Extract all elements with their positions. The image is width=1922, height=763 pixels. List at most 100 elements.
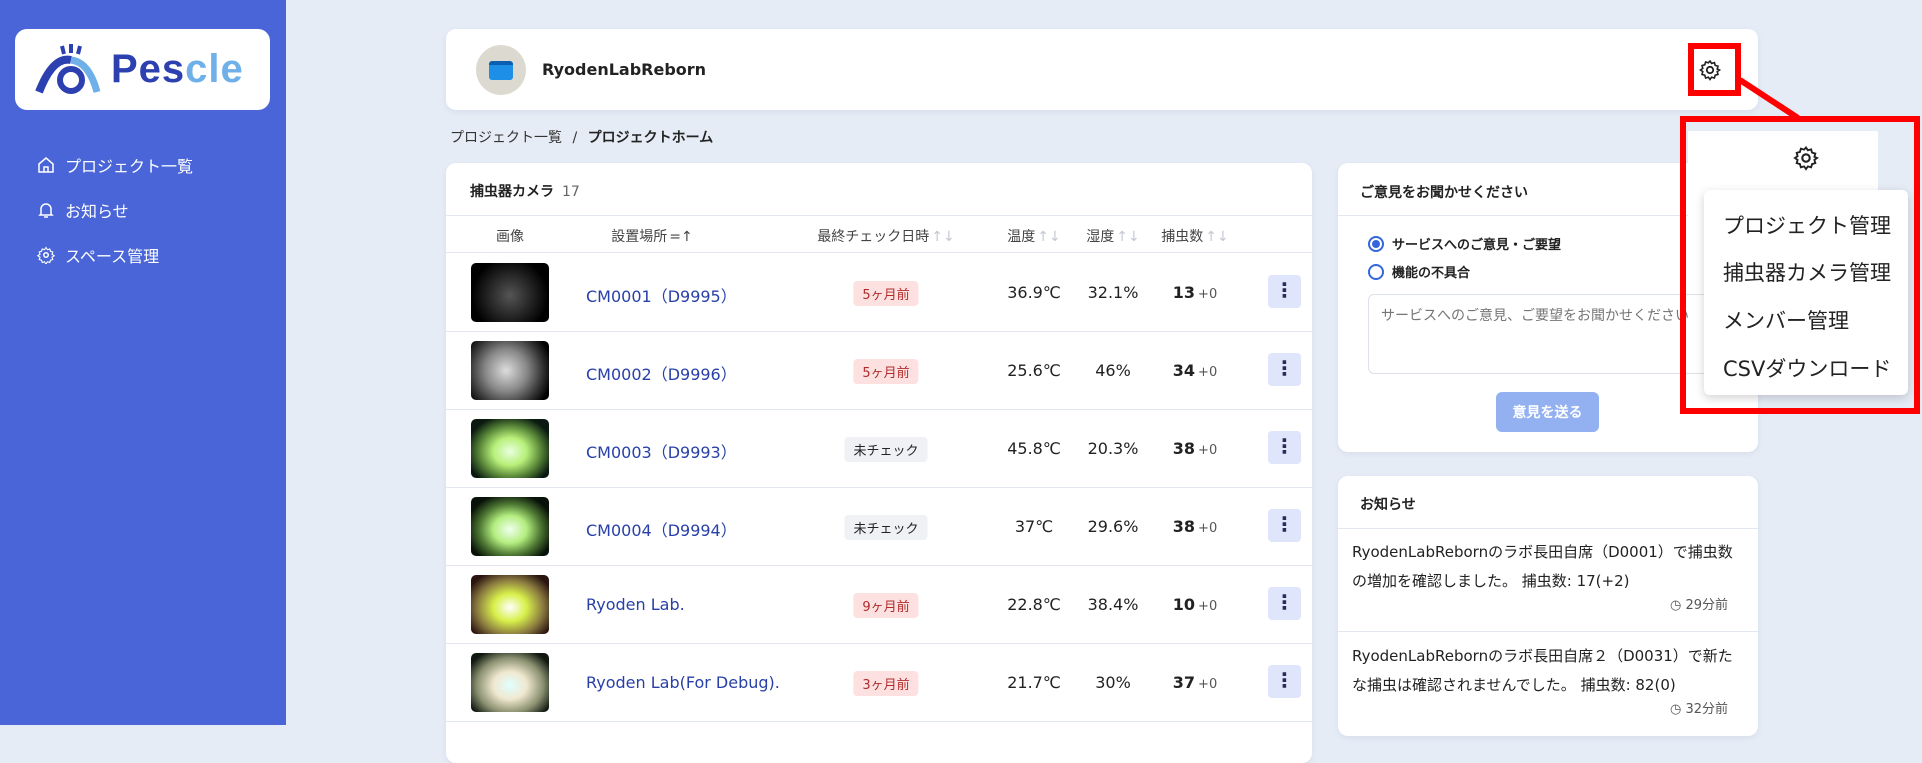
catch-count: 38 +0 bbox=[1172, 517, 1218, 536]
col-location[interactable]: 設置場所 =↑ bbox=[611, 229, 693, 245]
sidebar-item-notifications[interactable]: お知らせ bbox=[37, 198, 129, 222]
table-row[interactable]: CM0004（D9994） 未チェック 37℃ 29.6% 38 +0 ⋮ bbox=[446, 488, 1312, 566]
col-temperature[interactable]: 温度 ↑↓ bbox=[1007, 229, 1061, 245]
camera-thumbnail[interactable] bbox=[471, 263, 549, 322]
camera-table-card: 捕虫器カメラ 17 画像 設置場所 =↑ 最終チェック日時 ↑↓ 温度 ↑↓ 湿度 ↑↓ … bbox=[446, 163, 1312, 763]
humidity: 32.1% bbox=[1087, 283, 1139, 302]
row-menu-button[interactable]: ⋮ bbox=[1268, 431, 1301, 464]
highlight-box bbox=[1688, 43, 1741, 96]
temperature: 36.9℃ bbox=[1007, 283, 1061, 302]
last-check-badge: 5ヶ月前 bbox=[853, 281, 919, 306]
camera-thumbnail[interactable] bbox=[471, 341, 549, 400]
last-check-badge: 未チェック bbox=[844, 437, 928, 462]
sidebar-item-label: スペース管理 bbox=[65, 247, 160, 266]
catch-count: 10 +0 bbox=[1172, 595, 1218, 614]
sidebar-item-projects[interactable]: プロジェクト一覧 bbox=[37, 153, 193, 177]
news-time: ◷ 32分前 bbox=[1669, 702, 1728, 717]
project-title: RyodenLabReborn bbox=[542, 60, 707, 79]
camera-thumbnail[interactable] bbox=[471, 575, 549, 634]
menu-item-camera-settings[interactable]: 捕虫器カメラ管理 bbox=[1723, 261, 1891, 285]
col-count[interactable]: 捕虫数 ↑↓ bbox=[1161, 229, 1229, 245]
menu-item-member-settings[interactable]: メンバー管理 bbox=[1723, 309, 1849, 333]
sidebar-item-label: お知らせ bbox=[65, 202, 129, 221]
news-text: RyodenLabRebornのラボ長田自席２（D0031）で新たな捕虫は確認さ… bbox=[1352, 647, 1733, 694]
feedback-textarea[interactable] bbox=[1368, 294, 1740, 374]
catch-count: 37 +0 bbox=[1172, 673, 1218, 692]
divider bbox=[1338, 631, 1758, 632]
camera-thumbnail[interactable] bbox=[471, 653, 549, 712]
camera-location-link[interactable]: CM0002（D9996） bbox=[586, 365, 737, 384]
last-check-badge: 3ヶ月前 bbox=[853, 671, 919, 696]
temperature: 22.8℃ bbox=[1007, 595, 1061, 614]
humidity: 38.4% bbox=[1087, 595, 1139, 614]
table-row[interactable]: CM0002（D9996） 5ヶ月前 25.6℃ 46% 34 +0 ⋮ bbox=[446, 332, 1312, 410]
last-check-badge: 9ヶ月前 bbox=[853, 593, 919, 618]
humidity: 29.6% bbox=[1087, 517, 1139, 536]
gear-icon bbox=[37, 246, 55, 264]
last-check-badge: 未チェック bbox=[844, 515, 928, 540]
camera-location-link[interactable]: Ryoden Lab(For Debug). bbox=[586, 673, 780, 692]
col-image: 画像 bbox=[496, 229, 524, 245]
temperature: 25.6℃ bbox=[1007, 361, 1061, 380]
divider bbox=[1338, 215, 1758, 216]
highlight-box bbox=[1680, 116, 1920, 414]
project-header bbox=[446, 29, 1758, 110]
news-title: お知らせ bbox=[1360, 497, 1416, 513]
breadcrumb-separator: / bbox=[572, 130, 578, 146]
camera-location-link[interactable]: CM0001（D9995） bbox=[586, 287, 737, 306]
temperature: 37℃ bbox=[1014, 517, 1054, 536]
humidity: 46% bbox=[1095, 361, 1131, 380]
row-menu-button[interactable]: ⋮ bbox=[1268, 587, 1301, 620]
humidity: 20.3% bbox=[1087, 439, 1139, 458]
bell-icon bbox=[38, 203, 54, 218]
catch-count: 13 +0 bbox=[1172, 283, 1218, 302]
catch-count: 38 +0 bbox=[1172, 439, 1218, 458]
sort-asc-icon: =↑ bbox=[669, 229, 693, 245]
row-menu-button[interactable]: ⋮ bbox=[1268, 275, 1301, 308]
table-row[interactable]: CM0003（D9993） 未チェック 45.8℃ 20.3% 38 +0 ⋮ bbox=[446, 410, 1312, 488]
project-avatar bbox=[476, 45, 526, 95]
feedback-title: ご意見をお聞かせください bbox=[1360, 185, 1528, 201]
news-time: ◷ 29分前 bbox=[1669, 598, 1728, 613]
radio-bug-report[interactable]: 機能の不具合 bbox=[1368, 262, 1470, 281]
breadcrumb: プロジェクト一覧 / プロジェクトホーム bbox=[450, 127, 713, 147]
camera-location-link[interactable]: CM0003（D9993） bbox=[586, 443, 737, 462]
settings-dropdown-menu: プロジェクト管理 捕虫器カメラ管理 メンバー管理 CSVダウンロード bbox=[1704, 190, 1908, 395]
sidebar-item-space-settings[interactable]: スペース管理 bbox=[37, 243, 159, 267]
table-row[interactable]: Ryoden Lab(For Debug). 3ヶ月前 21.7℃ 30% 37… bbox=[446, 644, 1312, 722]
col-last-check[interactable]: 最終チェック日時 ↑↓ bbox=[817, 229, 955, 245]
camera-thumbnail[interactable] bbox=[471, 419, 549, 478]
table-row[interactable]: Ryoden Lab. 9ヶ月前 22.8℃ 38.4% 10 +0 ⋮ bbox=[446, 566, 1312, 644]
row-menu-button[interactable]: ⋮ bbox=[1268, 665, 1301, 698]
camera-table-title: 捕虫器カメラ 17 bbox=[470, 184, 580, 200]
temperature: 45.8℃ bbox=[1007, 439, 1061, 458]
camera-location-link[interactable]: Ryoden Lab. bbox=[586, 595, 685, 614]
sort-icon: ↑↓ bbox=[1037, 229, 1061, 245]
settings-gear-button[interactable] bbox=[1698, 58, 1722, 82]
menu-item-csv-download[interactable]: CSVダウンロード bbox=[1723, 357, 1892, 381]
camera-count: 17 bbox=[562, 184, 580, 200]
submit-feedback-button[interactable]: 意見を送る bbox=[1496, 392, 1599, 432]
radio-unchecked-icon bbox=[1368, 263, 1384, 280]
row-menu-button[interactable]: ⋮ bbox=[1268, 353, 1301, 386]
sidebar-item-label: プロジェクト一覧 bbox=[65, 157, 194, 176]
camera-thumbnail[interactable] bbox=[471, 497, 549, 556]
col-humidity[interactable]: 湿度 ↑↓ bbox=[1086, 229, 1140, 245]
sort-icon: ↑↓ bbox=[1116, 229, 1140, 245]
folder-icon bbox=[489, 60, 513, 80]
gear-icon[interactable] bbox=[1792, 144, 1820, 172]
radio-service-feedback[interactable]: サービスへのご意見・ご要望 bbox=[1368, 234, 1561, 253]
eye-logo-icon bbox=[35, 43, 101, 94]
table-row[interactable]: CM0001（D9995） 5ヶ月前 36.9℃ 32.1% 13 +0 ⋮ bbox=[446, 254, 1312, 332]
table-header: 画像 設置場所 =↑ 最終チェック日時 ↑↓ 温度 ↑↓ 湿度 ↑↓ 捕虫数 ↑↓ bbox=[446, 215, 1312, 253]
sidebar: Pescle プロジェクト一覧 お知らせ スペース管理 bbox=[0, 0, 286, 725]
sort-icon: ↑↓ bbox=[1205, 229, 1229, 245]
row-menu-button[interactable]: ⋮ bbox=[1268, 509, 1301, 542]
feedback-card: ご意見をお聞かせください サービスへのご意見・ご要望 機能の不具合 意見を送る bbox=[1338, 163, 1758, 452]
breadcrumb-parent[interactable]: プロジェクト一覧 bbox=[450, 130, 562, 146]
menu-item-project-settings[interactable]: プロジェクト管理 bbox=[1723, 214, 1891, 238]
catch-count: 34 +0 bbox=[1172, 361, 1218, 380]
home-icon bbox=[38, 157, 54, 173]
camera-location-link[interactable]: CM0004（D9994） bbox=[586, 521, 737, 540]
pescle-logo[interactable]: Pescle bbox=[15, 29, 270, 110]
